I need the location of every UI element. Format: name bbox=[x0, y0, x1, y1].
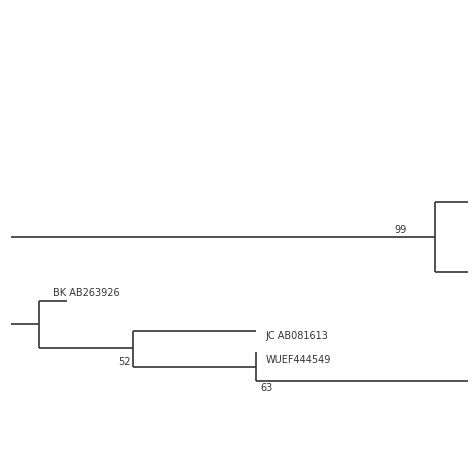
Text: 63: 63 bbox=[261, 383, 273, 393]
Text: 52: 52 bbox=[118, 357, 131, 367]
Text: 99: 99 bbox=[394, 225, 407, 235]
Text: JC AB081613: JC AB081613 bbox=[265, 331, 328, 341]
Text: WUEF444549: WUEF444549 bbox=[265, 355, 331, 365]
Text: BK AB263926: BK AB263926 bbox=[53, 288, 120, 298]
